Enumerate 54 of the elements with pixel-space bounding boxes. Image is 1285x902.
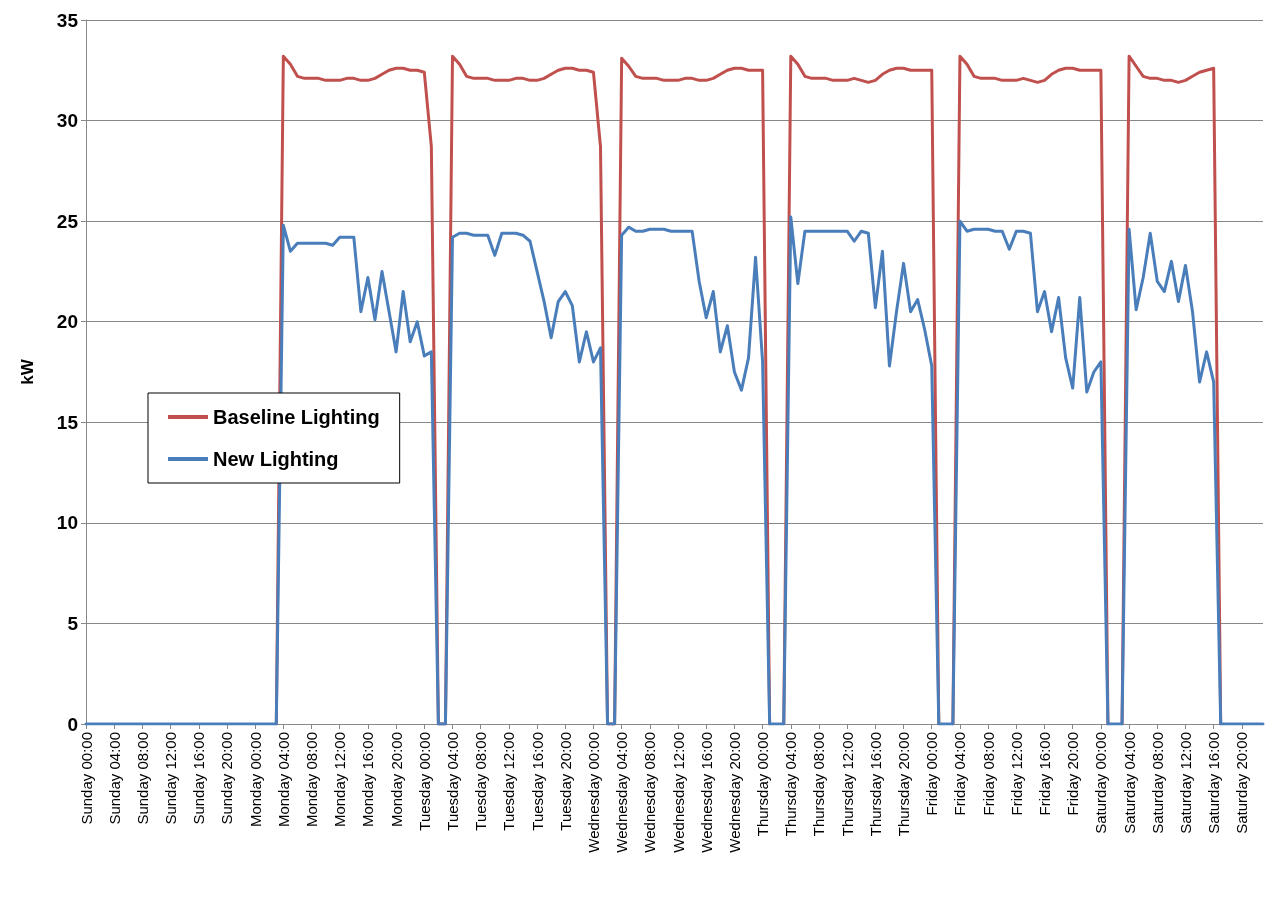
x-tick-label: Saturday 20:00 [1233, 732, 1251, 834]
x-tick-label: Tuesday 00:00 [415, 732, 433, 831]
x-tick-label: Wednesday 12:00 [669, 732, 687, 853]
y-tick-label: 35 [56, 9, 79, 31]
x-tick-label: Monday 04:00 [274, 732, 292, 828]
x-tick-label: Thursday 16:00 [866, 732, 884, 837]
y-tick-label: 20 [56, 311, 78, 333]
x-tick-label: Tuesday 20:00 [556, 732, 574, 831]
x-tick-label: Saturday 08:00 [1148, 732, 1166, 834]
x-tick-label: Sunday 16:00 [190, 732, 208, 825]
x-tick-label: Thursday 12:00 [838, 732, 856, 837]
x-tick-label: Monday 20:00 [387, 732, 405, 828]
x-tick-label: Tuesday 08:00 [472, 732, 490, 831]
x-tick-label: Thursday 00:00 [754, 732, 772, 837]
x-tick-label: Friday 08:00 [979, 732, 997, 816]
x-tick-label: Friday 12:00 [1007, 732, 1025, 816]
x-tick-label: Monday 12:00 [331, 732, 349, 828]
y-tick-label: 5 [67, 612, 79, 634]
x-tick-label: Friday 16:00 [1036, 732, 1054, 816]
x-tick-label: Tuesday 04:00 [443, 732, 461, 831]
line-series [84, 215, 1265, 726]
x-tick-label: Monday 16:00 [359, 732, 377, 828]
x-tick-label: Saturday 04:00 [1120, 732, 1138, 834]
y-axis-title: kW [18, 358, 37, 385]
x-tick-label: Sunday 08:00 [133, 732, 151, 825]
x-tick-label: Monday 08:00 [303, 732, 321, 828]
x-tick-label: Friday 00:00 [923, 732, 941, 816]
legend-label: New Lighting [213, 448, 339, 470]
x-tick-label: Thursday 04:00 [782, 732, 800, 837]
x-tick-label: Thursday 20:00 [895, 732, 913, 837]
x-tick-label: Saturday 00:00 [1092, 732, 1110, 834]
x-tick-label: Tuesday 12:00 [500, 732, 518, 831]
x-tick-label: Saturday 12:00 [1176, 732, 1194, 834]
x-tick-label: Sunday 20:00 [218, 732, 236, 825]
x-tick-label: Wednesday 08:00 [641, 732, 659, 853]
x-tick-label: Sunday 04:00 [105, 732, 123, 825]
y-tick-label: 10 [56, 512, 78, 534]
x-tick-label: Saturday 16:00 [1205, 732, 1223, 834]
x-tick-label: Sunday 12:00 [162, 732, 180, 825]
y-tick-label: 25 [56, 210, 79, 232]
y-tick-label: 0 [67, 713, 78, 735]
x-tick-label: Wednesday 04:00 [613, 732, 631, 853]
y-tick-label: 15 [56, 411, 79, 433]
x-tick-label: Friday 20:00 [1064, 732, 1082, 816]
x-tick-label: Sunday 00:00 [77, 732, 95, 825]
x-tick-label: Wednesday 16:00 [697, 732, 715, 853]
y-tick-label: 30 [56, 110, 78, 132]
x-tick-label: Friday 04:00 [951, 732, 969, 816]
x-tick-label: Thursday 08:00 [810, 732, 828, 837]
legend-label: Baseline Lighting [213, 406, 380, 428]
x-tick-label: Tuesday 16:00 [528, 732, 546, 831]
x-tick-label: Wednesday 20:00 [725, 732, 743, 853]
x-tick-label: Monday 00:00 [246, 732, 264, 828]
x-tick-label: Wednesday 00:00 [584, 732, 602, 853]
